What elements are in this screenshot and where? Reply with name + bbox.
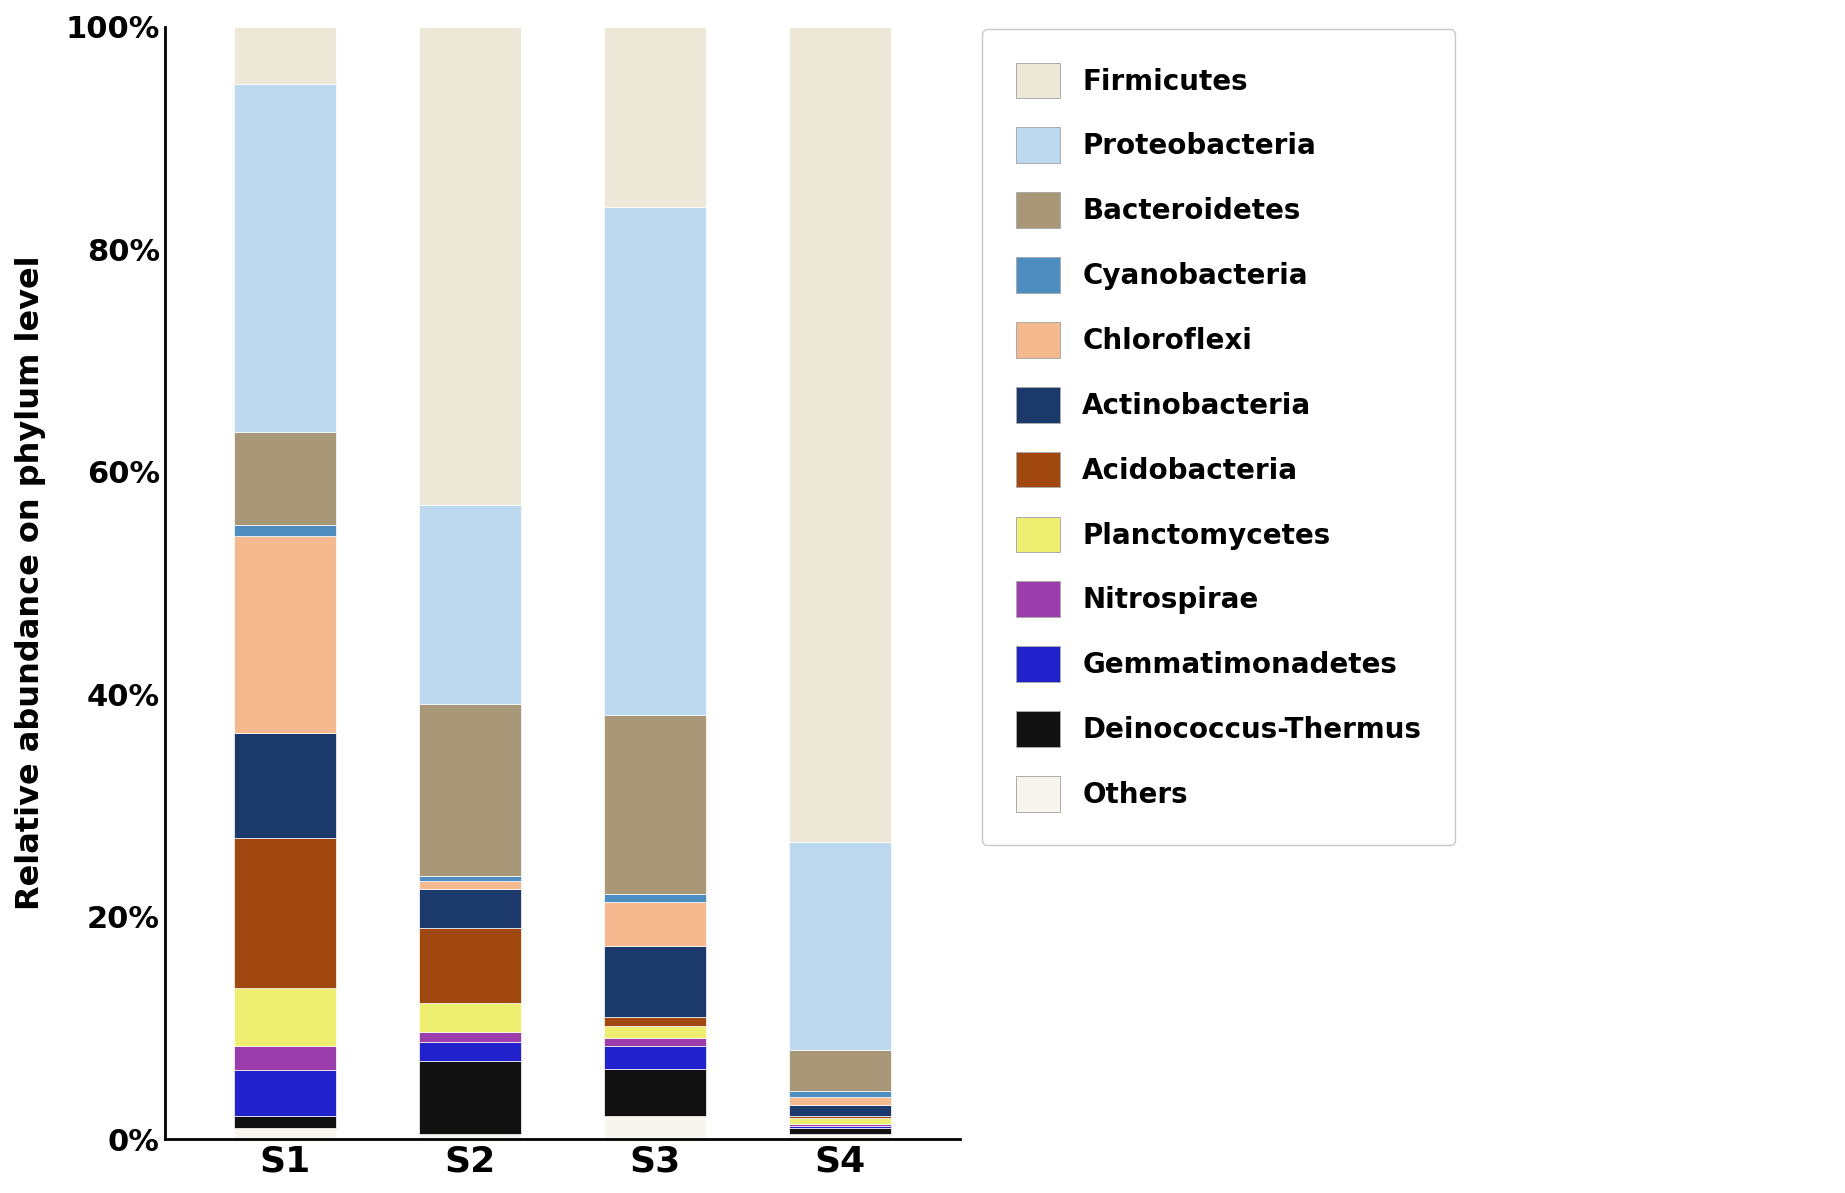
- Bar: [790, 1092, 891, 1096]
- Bar: [419, 889, 520, 928]
- Bar: [790, 1124, 891, 1126]
- Bar: [603, 1115, 707, 1139]
- Bar: [790, 1117, 891, 1118]
- Bar: [603, 1046, 707, 1069]
- Bar: [234, 432, 336, 525]
- Bar: [603, 1016, 707, 1026]
- Bar: [419, 882, 520, 889]
- Bar: [790, 1118, 891, 1124]
- Bar: [234, 1070, 336, 1115]
- Bar: [234, 734, 336, 837]
- Bar: [234, 525, 336, 537]
- Bar: [790, 842, 891, 1050]
- Bar: [419, 1032, 520, 1043]
- Bar: [419, 876, 520, 882]
- Bar: [234, 26, 336, 85]
- Bar: [603, 894, 707, 902]
- Bar: [603, 208, 707, 716]
- Bar: [234, 989, 336, 1046]
- Bar: [234, 1046, 336, 1070]
- Bar: [419, 1043, 520, 1061]
- Bar: [790, 1106, 891, 1117]
- Bar: [419, 1003, 520, 1032]
- Bar: [234, 1115, 336, 1127]
- Y-axis label: Relative abundance on phylum level: Relative abundance on phylum level: [15, 255, 46, 910]
- Bar: [790, 1133, 891, 1139]
- Bar: [790, 26, 891, 842]
- Bar: [790, 1129, 891, 1133]
- Bar: [603, 26, 707, 208]
- Bar: [419, 1061, 520, 1133]
- Bar: [419, 928, 520, 1003]
- Bar: [234, 85, 336, 432]
- Bar: [603, 716, 707, 894]
- Bar: [603, 946, 707, 1016]
- Bar: [790, 1126, 891, 1129]
- Bar: [419, 705, 520, 876]
- Bar: [790, 1050, 891, 1092]
- Bar: [790, 1096, 891, 1106]
- Bar: [234, 1127, 336, 1139]
- Bar: [603, 902, 707, 946]
- Bar: [603, 1026, 707, 1038]
- Bar: [419, 26, 520, 505]
- Bar: [603, 1038, 707, 1046]
- Bar: [234, 837, 336, 989]
- Bar: [419, 505, 520, 705]
- Legend: Firmicutes, Proteobacteria, Bacteroidetes, Cyanobacteria, Chloroflexi, Actinobac: Firmicutes, Proteobacteria, Bacteroidete…: [982, 30, 1454, 845]
- Bar: [234, 537, 336, 734]
- Bar: [419, 1133, 520, 1139]
- Bar: [603, 1069, 707, 1115]
